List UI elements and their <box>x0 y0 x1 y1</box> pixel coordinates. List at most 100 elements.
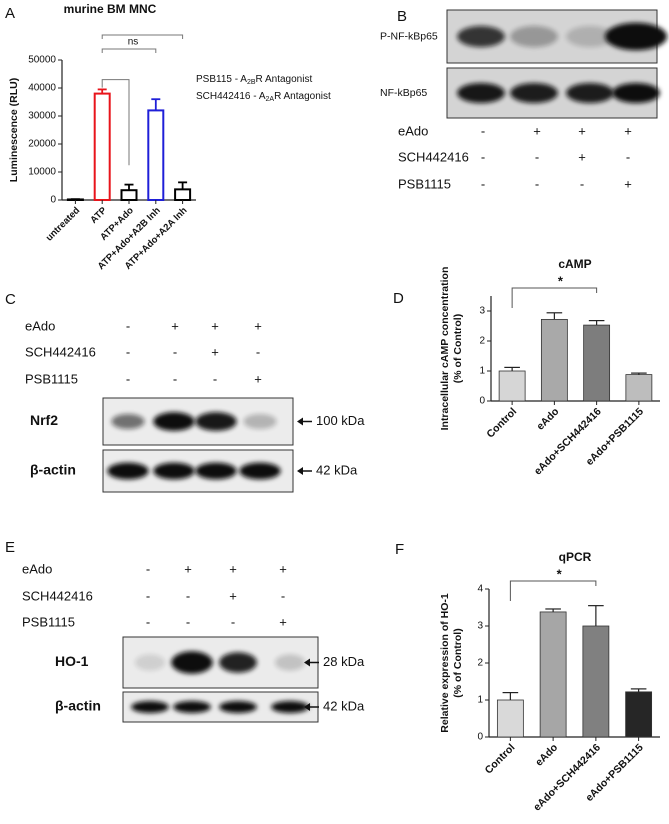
condition-sign: - <box>535 176 539 191</box>
condition-sign: + <box>171 318 179 333</box>
bar <box>93 92 111 201</box>
condition-sign: + <box>578 149 586 164</box>
condition-sign: - <box>535 149 539 164</box>
y-tick-label: 10000 <box>28 167 56 178</box>
condition-sign: - <box>186 588 190 603</box>
error-bar <box>502 691 519 700</box>
error-bar <box>504 366 520 371</box>
condition-sign: + <box>254 318 262 333</box>
blot-band <box>271 701 309 713</box>
condition-sign: - <box>580 176 584 191</box>
bracket <box>101 48 157 53</box>
band-label: β-actin <box>55 698 101 714</box>
condition-sign: + <box>624 123 632 138</box>
y-tick-label: 0 <box>50 195 56 206</box>
band-size: 100 kDa <box>316 413 365 428</box>
condition-label: eAdo <box>398 123 428 138</box>
blot-band <box>195 462 237 480</box>
arrow-head <box>304 703 310 711</box>
y-tick-label: 40000 <box>28 83 56 94</box>
x-tick-label: eAdo <box>534 406 561 433</box>
x-tick-label: eAdo <box>533 742 560 769</box>
condition-sign: - <box>146 588 150 603</box>
legend-text-part: SCH442416 - A <box>196 91 266 102</box>
error-bar <box>545 608 561 612</box>
x-tick-label: untreated <box>44 205 83 244</box>
y-tick-label: 3 <box>477 621 483 632</box>
condition-sign: - <box>481 176 485 191</box>
blot-band <box>107 462 149 480</box>
legend-text-part: R Antagonist <box>274 91 331 102</box>
legend-text-part: 2A <box>266 96 275 103</box>
blot-band <box>219 701 257 713</box>
legend-text-part: 2B <box>247 79 256 86</box>
y-tick-label: 0 <box>479 396 485 407</box>
band-size: 28 kDa <box>323 654 365 669</box>
x-tick-label: Control <box>484 406 519 441</box>
blot-band <box>111 413 145 430</box>
panel-letter: B <box>397 8 407 25</box>
panel-letter: A <box>5 5 15 22</box>
blot-band <box>239 462 281 480</box>
blot-band <box>457 83 505 103</box>
x-tick-label: Control <box>483 742 518 777</box>
condition-sign: + <box>229 561 237 576</box>
condition-sign: - <box>126 371 130 386</box>
blot-band <box>219 652 257 673</box>
condition-sign: - <box>481 149 485 164</box>
chart-title: cAMP <box>558 257 591 271</box>
blot-band <box>134 654 166 671</box>
band-label: P-NF-kBp65 <box>380 30 438 42</box>
arrow-head <box>297 467 303 475</box>
condition-label: eAdo <box>22 561 52 576</box>
y-axis-label: (% of Control) <box>452 628 464 697</box>
error-bar <box>124 183 134 191</box>
error-bar <box>151 98 161 111</box>
panel-letter: F <box>395 541 404 558</box>
arrow-head <box>304 658 310 667</box>
blot-band <box>173 701 211 713</box>
blot-band <box>510 83 558 103</box>
condition-sign: - <box>213 371 217 386</box>
panel-letter: E <box>5 539 15 556</box>
error-bar <box>178 181 188 190</box>
legend-text: PSB115 - A2BR Antagonist <box>196 74 312 86</box>
condition-sign: - <box>231 614 235 629</box>
bar <box>582 625 610 738</box>
blot-band <box>566 83 614 103</box>
panel-letter: D <box>393 290 404 307</box>
bar <box>174 188 192 202</box>
y-tick-label: 2 <box>477 658 483 669</box>
blot-band <box>195 412 237 431</box>
y-tick-label: 20000 <box>28 139 56 150</box>
bar <box>625 691 653 738</box>
condition-sign: + <box>211 344 219 359</box>
blot-band <box>457 25 505 48</box>
y-tick-label: 4 <box>477 584 483 595</box>
error-bar <box>588 605 604 626</box>
legend-text-part: PSB115 - A <box>196 74 247 85</box>
condition-label: eAdo <box>25 318 55 333</box>
blot-band <box>153 412 195 431</box>
condition-sign: - <box>173 371 177 386</box>
condition-sign: - <box>626 149 630 164</box>
band-size: 42 kDa <box>316 462 358 477</box>
error-bar <box>97 88 107 94</box>
bar <box>625 374 653 402</box>
bar <box>583 324 611 402</box>
bracket <box>101 34 184 39</box>
bar <box>120 189 138 201</box>
blot-band <box>243 413 277 430</box>
y-tick-label: 30000 <box>28 111 56 122</box>
bracket <box>509 580 597 601</box>
condition-label: SCH442416 <box>25 344 96 359</box>
bar <box>496 699 524 738</box>
condition-sign: + <box>211 318 219 333</box>
bar <box>498 370 526 402</box>
y-axis-label: Intracellular cAMP concentration <box>439 267 451 431</box>
condition-sign: + <box>279 561 287 576</box>
error-bar <box>588 320 605 326</box>
bracket <box>511 287 598 308</box>
legend-text: SCH442416 - A2AR Antagonist <box>196 91 331 103</box>
